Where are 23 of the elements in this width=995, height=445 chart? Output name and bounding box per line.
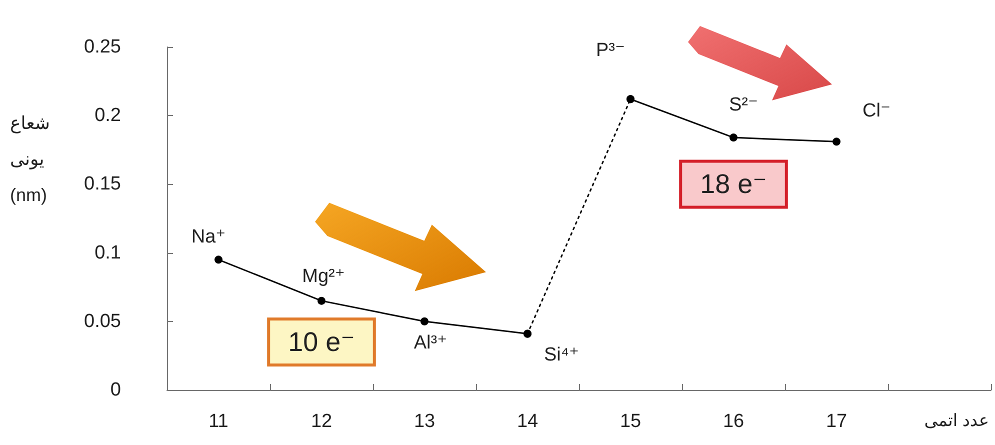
x-tick-label: 15 [620, 411, 642, 432]
annotation: Al³⁺ [414, 332, 448, 354]
x-tick-label: 16 [722, 411, 744, 432]
x-tick-label: 11 [208, 411, 228, 432]
annotation: Cl⁻ [862, 100, 890, 122]
x-tick-label: 17 [826, 411, 848, 432]
y-tick-label: 0.15 [84, 174, 121, 195]
annotation: Mg²⁺ [302, 266, 345, 287]
annotation: 18 e⁻ [700, 169, 767, 200]
x-tick-label: 12 [310, 411, 332, 432]
y-tick-label: 0.05 [84, 310, 121, 332]
x-axis-title: عدد اتمی [924, 411, 989, 430]
annotation: Na⁺ [191, 226, 226, 248]
y-tick-label: 0.1 [94, 242, 121, 264]
annotation: 10 e⁻ [288, 326, 355, 357]
x-tick-label: 13 [414, 411, 436, 432]
annotation: S²⁻ [728, 94, 758, 116]
x-tick-label: 14 [516, 411, 538, 432]
annotation: P³⁻ [596, 40, 626, 62]
y-tick-label: 0.25 [84, 36, 121, 58]
y-tick-label: 0.2 [94, 105, 121, 126]
y-tick-label: 0 [110, 380, 121, 400]
annotation: Si⁴⁺ [544, 344, 580, 366]
